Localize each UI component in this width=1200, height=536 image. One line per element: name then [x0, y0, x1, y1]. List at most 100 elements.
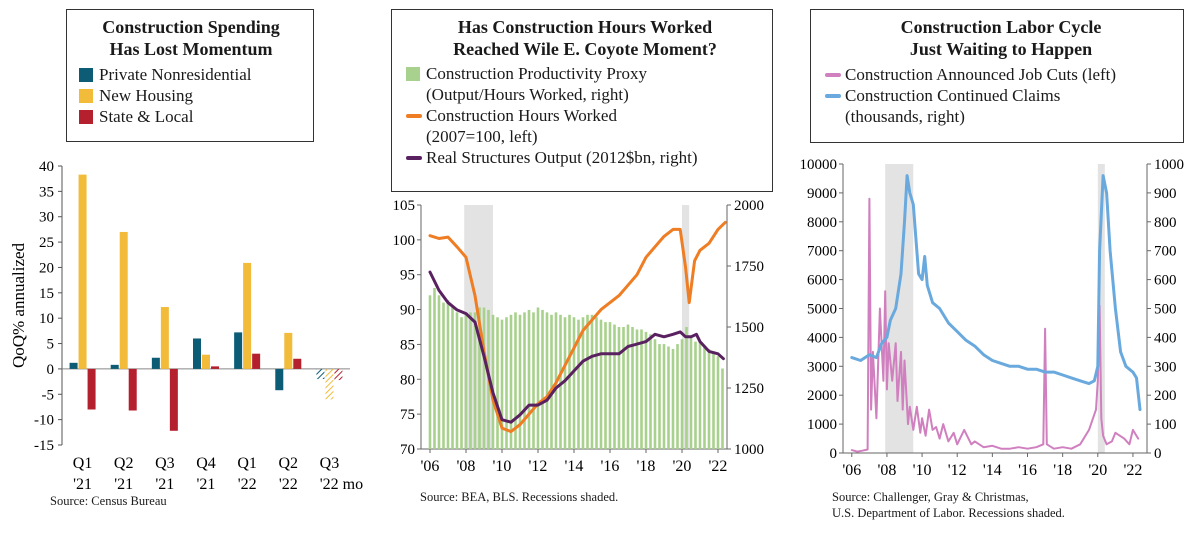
chart-title-line1: Construction Spending — [102, 17, 280, 37]
bar-state-local — [128, 368, 137, 411]
x-tick-label-year: '21 — [197, 476, 216, 493]
legend-item-nonres: Private Nonresidential — [79, 64, 303, 85]
productivity-proxy-bar — [446, 300, 450, 449]
left-y-tick-label: 2000 — [807, 388, 837, 404]
left-y-tick-label: 4000 — [807, 330, 837, 346]
x-tick-label: '22 — [1123, 462, 1142, 479]
productivity-proxy-bar — [563, 317, 567, 449]
source-note-labor-1: Source: Challenger, Gray & Christmas, — [832, 490, 1029, 504]
right-y-tick-label: 0 — [1154, 446, 1162, 462]
right-y-tick-label: 500 — [1154, 302, 1177, 318]
chart-title-line1: Has Construction Hours Worked — [457, 17, 713, 37]
productivity-proxy-bar — [428, 295, 432, 449]
x-tick-label-quarter: Q2 — [279, 455, 299, 472]
x-tick-label: '12 — [529, 458, 548, 475]
legend-swatch-hours — [406, 114, 422, 118]
right-y-tick-label: 400 — [1154, 330, 1177, 346]
productivity-proxy-bar — [433, 287, 436, 449]
right-y-tick-label: 300 — [1154, 359, 1177, 375]
productivity-proxy-bar — [635, 329, 639, 449]
productivity-proxy-bar — [671, 348, 675, 449]
x-tick-label: '16 — [601, 458, 620, 475]
productivity-proxy-bar — [545, 312, 549, 449]
y-tick-label: 5 — [47, 337, 55, 353]
y-tick-label: 25 — [39, 235, 54, 251]
recession-shade — [885, 164, 914, 453]
bar-private-nonresidential — [69, 362, 78, 369]
legend-item-hours: Construction Hours Worked (2007=100, lef… — [406, 105, 764, 147]
x-tick-label-year: '21 — [73, 476, 92, 493]
left-y-tick-label: 105 — [393, 198, 416, 214]
legend-item-state: State & Local — [79, 106, 303, 127]
bar-new-housing — [243, 262, 252, 369]
left-y-tick-label: 3000 — [807, 359, 837, 375]
productivity-proxy-bar — [662, 344, 666, 449]
bar-private-nonresidential — [275, 368, 284, 391]
left-y-tick-label: 90 — [400, 303, 415, 319]
x-tick-label: '12 — [948, 462, 967, 479]
legend-item-jobcuts: Construction Announced Job Cuts (left) — [825, 64, 1177, 85]
productivity-proxy-bar — [604, 322, 607, 449]
productivity-proxy-bar — [482, 307, 486, 449]
right-y-tick-label: 1000 — [1154, 157, 1184, 173]
panel-labor-cycle: Construction Labor Cycle Just Waiting to… — [785, 0, 1200, 536]
right-y-tick-label: 900 — [1154, 186, 1177, 202]
x-tick-label: '06 — [421, 458, 440, 475]
productivity-proxy-bar — [599, 319, 603, 449]
legend-swatch-state — [79, 110, 93, 124]
productivity-proxy-bar — [451, 305, 454, 449]
productivity-proxy-bar — [689, 336, 693, 449]
x-tick-label: '14 — [565, 458, 584, 475]
productivity-proxy-bar — [478, 307, 481, 449]
legend-swatch-housing — [79, 89, 93, 103]
right-y-tick-label: 1000 — [734, 442, 764, 458]
productivity-proxy-bar — [568, 314, 571, 449]
bar-new-housing — [119, 231, 128, 369]
real-structures-output-line — [428, 270, 725, 424]
x-tick-label-year: '21 — [114, 476, 133, 493]
x-tick-label: '08 — [457, 458, 476, 475]
source-note-hours: Source: BEA, BLS. Recessions shaded. — [420, 490, 619, 504]
productivity-proxy-bar — [505, 317, 508, 449]
productivity-proxy-bar — [509, 314, 513, 449]
productivity-proxy-bar — [631, 327, 634, 449]
left-y-tick-label: 9000 — [807, 186, 837, 202]
legend-label-claims-1: Construction Continued Claims — [845, 86, 1061, 105]
labor-cycle-chart: 1000090008000700060005000400030002000100… — [800, 157, 1185, 479]
x-tick-label-quarter: Q3 — [320, 455, 340, 472]
x-tick-label-quarter: Q2 — [114, 455, 134, 472]
y-tick-label: 10 — [39, 311, 54, 327]
productivity-proxy-bar — [523, 312, 526, 449]
bar-private-nonresidential — [234, 332, 243, 369]
productivity-proxy-bar — [703, 346, 706, 449]
bar-state-local — [211, 366, 219, 369]
recession-shade — [1097, 164, 1105, 453]
left-y-tick-label: 0 — [830, 446, 838, 462]
productivity-proxy-bar — [640, 329, 643, 449]
chart-title-line2: Just Waiting to Happen — [909, 39, 1093, 59]
y-tick-label: 0 — [47, 362, 55, 378]
x-tick-label: '22 — [709, 458, 728, 475]
legend-item-claims: Construction Continued Claims (thousands… — [825, 85, 1177, 127]
left-y-tick-label: 75 — [400, 407, 415, 423]
bar-new-housing — [78, 174, 87, 369]
x-tick-label: '10 — [913, 462, 932, 479]
x-tick-label-year: '21 — [155, 476, 174, 493]
source-note-labor-2: U.S. Department of Labor. Recessions sha… — [832, 506, 1065, 520]
productivity-proxy-bar — [685, 327, 688, 449]
x-tick-label-quarter: Q4 — [196, 455, 216, 472]
y-axis-label: QoQ% annualized — [9, 242, 28, 368]
left-y-tick-label: 5000 — [807, 302, 837, 318]
y-tick-label: 30 — [39, 210, 54, 226]
x-tick-label: '16 — [1018, 462, 1037, 479]
x-tick-label: '08 — [877, 462, 896, 479]
productivity-proxy-bar — [712, 351, 715, 449]
bar-state-local — [334, 368, 343, 381]
productivity-proxy-bar — [514, 312, 517, 449]
productivity-proxy-bar — [581, 317, 585, 449]
productivity-proxy-bar — [550, 314, 553, 449]
bar-private-nonresidential — [316, 368, 325, 380]
productivity-proxy-bar — [590, 314, 594, 449]
right-y-tick-label: 1500 — [734, 320, 764, 336]
productivity-proxy-bar — [455, 312, 459, 449]
